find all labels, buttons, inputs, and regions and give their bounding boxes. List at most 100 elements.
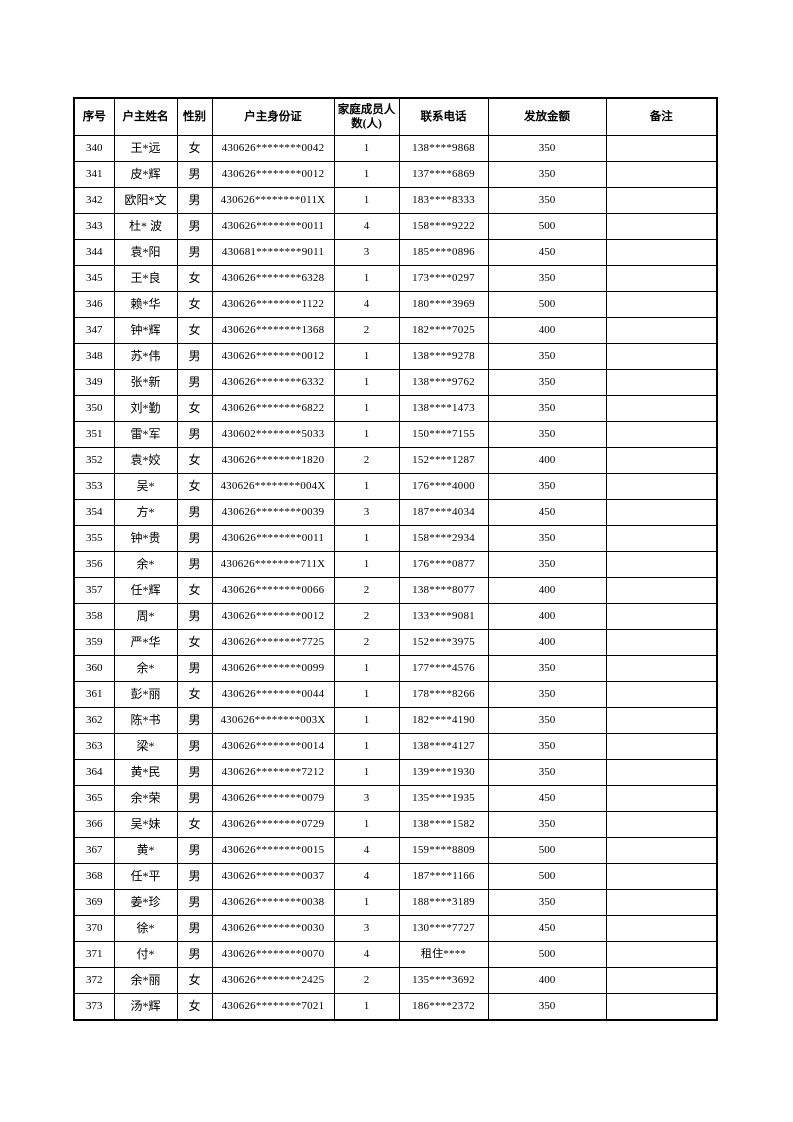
cell-seq: 346 bbox=[73, 291, 115, 318]
cell-remark bbox=[605, 291, 718, 318]
cell-members: 1 bbox=[333, 759, 400, 786]
cell-gender: 男 bbox=[176, 915, 213, 942]
cell-phone: 173****0297 bbox=[398, 265, 489, 292]
cell-name: 付* bbox=[113, 941, 178, 968]
cell-phone: 187****1166 bbox=[398, 863, 489, 890]
cell-seq: 358 bbox=[73, 603, 115, 630]
column-header-gender: 性别 bbox=[176, 97, 213, 136]
cell-id: 430626********0037 bbox=[211, 863, 335, 890]
cell-gender: 男 bbox=[176, 733, 213, 760]
cell-seq: 353 bbox=[73, 473, 115, 500]
cell-gender: 女 bbox=[176, 577, 213, 604]
cell-seq: 343 bbox=[73, 213, 115, 240]
cell-name: 刘*勤 bbox=[113, 395, 178, 422]
cell-remark bbox=[605, 577, 718, 604]
column-header-phone: 联系电话 bbox=[398, 97, 489, 136]
cell-name: 杜* 波 bbox=[113, 213, 178, 240]
cell-remark bbox=[605, 187, 718, 214]
cell-remark bbox=[605, 733, 718, 760]
cell-amount: 450 bbox=[487, 915, 607, 942]
cell-name: 皮*辉 bbox=[113, 161, 178, 188]
cell-gender: 男 bbox=[176, 759, 213, 786]
cell-name: 余* bbox=[113, 551, 178, 578]
cell-remark bbox=[605, 161, 718, 188]
cell-seq: 363 bbox=[73, 733, 115, 760]
cell-gender: 女 bbox=[176, 681, 213, 708]
cell-members: 1 bbox=[333, 733, 400, 760]
cell-members: 3 bbox=[333, 499, 400, 526]
cell-remark bbox=[605, 915, 718, 942]
table-row: 366 吴*妹女 430626********0729 1 138****1582 350 bbox=[73, 811, 718, 838]
cell-name: 方* bbox=[113, 499, 178, 526]
cell-remark bbox=[605, 395, 718, 422]
cell-seq: 370 bbox=[73, 915, 115, 942]
table-row: 356 余* 男 430626********711X 1 176****0877 350 bbox=[73, 551, 718, 578]
cell-remark bbox=[605, 785, 718, 812]
cell-amount: 500 bbox=[487, 837, 607, 864]
cell-members: 1 bbox=[333, 551, 400, 578]
cell-seq: 368 bbox=[73, 863, 115, 890]
cell-remark bbox=[605, 239, 718, 266]
cell-name: 王*远 bbox=[113, 135, 178, 162]
cell-phone: 180****3969 bbox=[398, 291, 489, 318]
cell-name: 周* bbox=[113, 603, 178, 630]
cell-name: 姜*珍 bbox=[113, 889, 178, 916]
cell-members: 1 bbox=[333, 265, 400, 292]
cell-phone: 138****9868 bbox=[398, 135, 489, 162]
cell-amount: 350 bbox=[487, 655, 607, 682]
cell-id: 430626********003X bbox=[211, 707, 335, 734]
cell-gender: 女 bbox=[176, 629, 213, 656]
cell-amount: 450 bbox=[487, 785, 607, 812]
cell-members: 1 bbox=[333, 681, 400, 708]
table-row: 364 黄*民男 430626********7212 1 139****1930 350 bbox=[73, 759, 718, 786]
cell-seq: 341 bbox=[73, 161, 115, 188]
cell-remark bbox=[605, 889, 718, 916]
cell-members: 1 bbox=[333, 811, 400, 838]
cell-phone: 139****1930 bbox=[398, 759, 489, 786]
cell-remark bbox=[605, 421, 718, 448]
table-row: 369 姜*珍男 430626********0038 1 188****3189 350 bbox=[73, 889, 718, 916]
cell-members: 2 bbox=[333, 317, 400, 344]
cell-amount: 350 bbox=[487, 733, 607, 760]
table-row: 355 钟*贵男 430626********0011 1 158****2934 350 bbox=[73, 525, 718, 552]
cell-members: 1 bbox=[333, 889, 400, 916]
cell-id: 430626********0039 bbox=[211, 499, 335, 526]
table-row: 342 欧阳*文男 430626********011X 1 183****8333 35… bbox=[73, 187, 718, 214]
cell-amount: 500 bbox=[487, 291, 607, 318]
cell-members: 1 bbox=[333, 395, 400, 422]
cell-seq: 354 bbox=[73, 499, 115, 526]
cell-seq: 364 bbox=[73, 759, 115, 786]
cell-amount: 500 bbox=[487, 213, 607, 240]
cell-seq: 351 bbox=[73, 421, 115, 448]
table-row: 362 陈*书男 430626********003X 1 182****4190 350 bbox=[73, 707, 718, 734]
cell-phone: 182****7025 bbox=[398, 317, 489, 344]
cell-gender: 男 bbox=[176, 603, 213, 630]
cell-gender: 女 bbox=[176, 473, 213, 500]
table-row: 372 余*丽女 430626********2425 2 135****3692 400 bbox=[73, 967, 718, 994]
table-row: 347 钟*辉女 430626********1368 2 182****7025 400 bbox=[73, 317, 718, 344]
cell-name: 袁*阳 bbox=[113, 239, 178, 266]
cell-phone: 159****8809 bbox=[398, 837, 489, 864]
cell-amount: 450 bbox=[487, 499, 607, 526]
cell-gender: 女 bbox=[176, 265, 213, 292]
cell-amount: 500 bbox=[487, 941, 607, 968]
table-row: 344 袁*阳男 430681********9011 3 185****0896 450 bbox=[73, 239, 718, 266]
cell-name: 钟*贵 bbox=[113, 525, 178, 552]
cell-amount: 350 bbox=[487, 135, 607, 162]
cell-remark bbox=[605, 837, 718, 864]
cell-seq: 347 bbox=[73, 317, 115, 344]
cell-amount: 350 bbox=[487, 343, 607, 370]
cell-gender: 女 bbox=[176, 135, 213, 162]
table-row: 350 刘*勤女 430626********6822 1 138****1473 350 bbox=[73, 395, 718, 422]
cell-amount: 350 bbox=[487, 889, 607, 916]
cell-remark bbox=[605, 941, 718, 968]
table-row: 373 汤*辉女 430626********7021 1 186****2372 350 bbox=[73, 993, 718, 1021]
cell-id: 430626********0066 bbox=[211, 577, 335, 604]
cell-id: 430626********0012 bbox=[211, 161, 335, 188]
cell-members: 3 bbox=[333, 915, 400, 942]
cell-name: 王*良 bbox=[113, 265, 178, 292]
table-row: 370 徐* 男 430626********0030 3 130****7727 450 bbox=[73, 915, 718, 942]
cell-name: 黄*民 bbox=[113, 759, 178, 786]
table-row: 361 彭*丽女 430626********0044 1 178****8266 350 bbox=[73, 681, 718, 708]
cell-phone: 150****7155 bbox=[398, 421, 489, 448]
